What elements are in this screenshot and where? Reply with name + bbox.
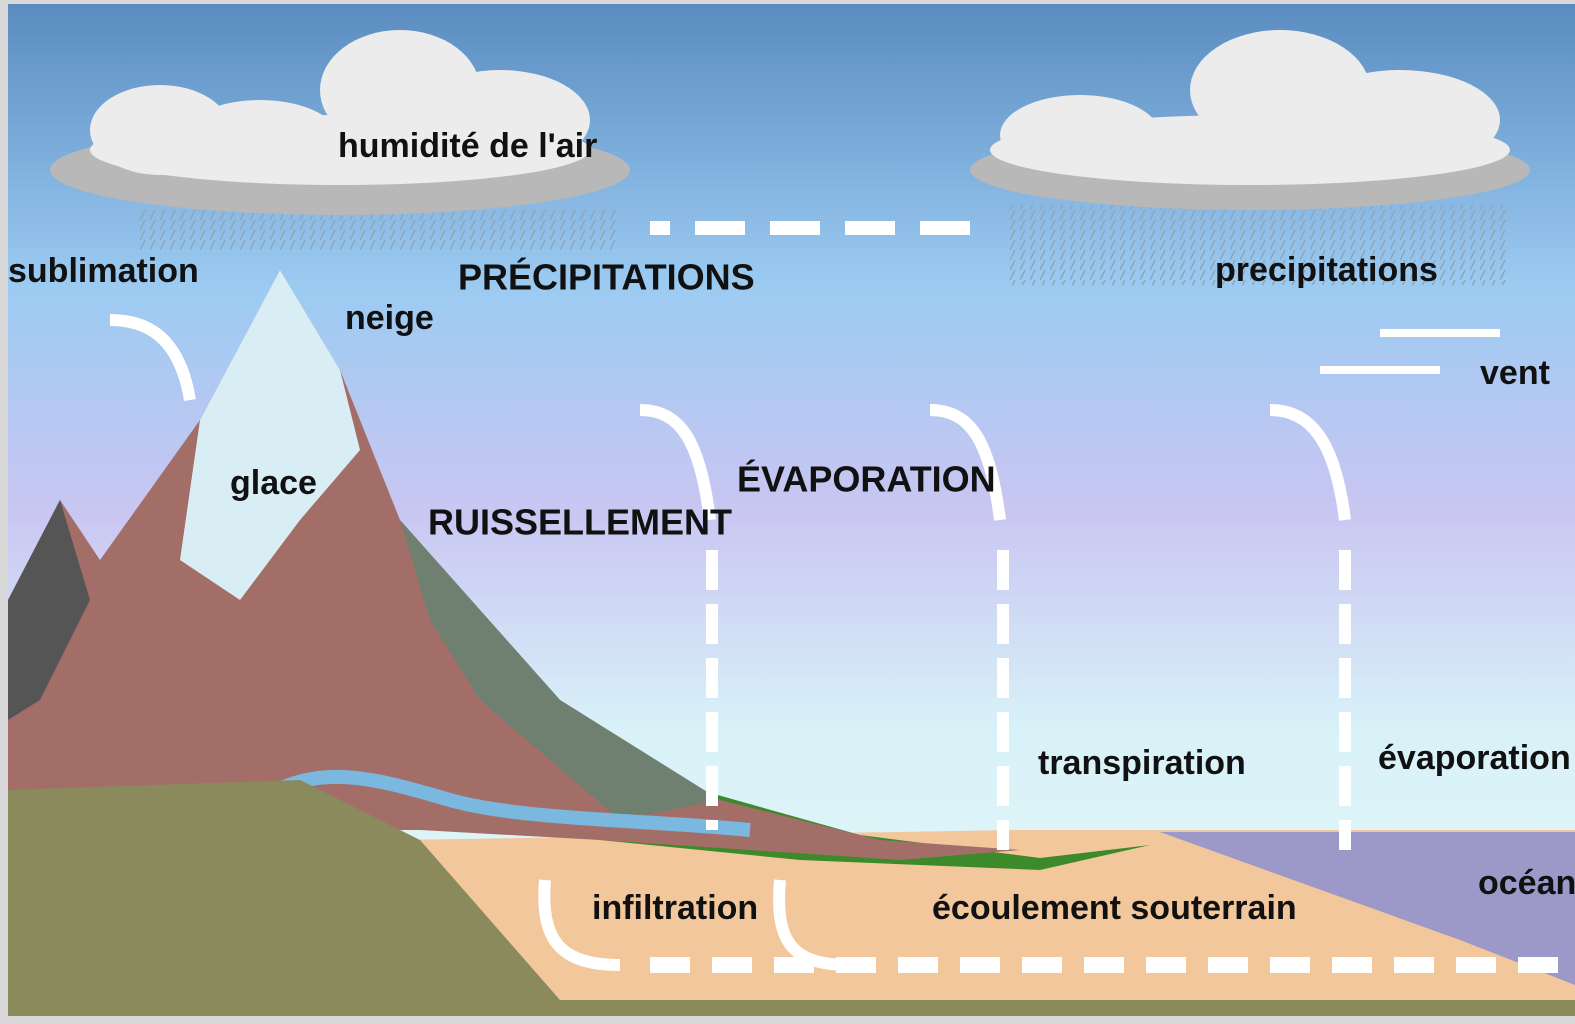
process-title: PRÉCIPITATIONS: [458, 257, 755, 298]
process-label: sublimation: [8, 252, 199, 290]
process-label: infiltration: [592, 889, 758, 927]
feature-label: océan: [1478, 864, 1575, 902]
cloud-label: humidité de l'air: [338, 127, 597, 165]
process-label: écoulement souterrain: [932, 889, 1297, 927]
water-cycle-diagram: humidité de l'air sublimation PRÉCIPITATIO…: [0, 0, 1575, 1024]
process-label: transpiration: [1038, 744, 1246, 782]
feature-label: vent: [1480, 354, 1550, 392]
feature-label: neige: [345, 299, 434, 337]
process-title: RUISSELLEMENT: [428, 502, 732, 543]
process-title: ÉVAPORATION: [737, 459, 996, 500]
process-label: évaporation: [1378, 739, 1571, 777]
feature-label: glace: [230, 464, 317, 502]
process-label: precipitations: [1215, 251, 1438, 289]
